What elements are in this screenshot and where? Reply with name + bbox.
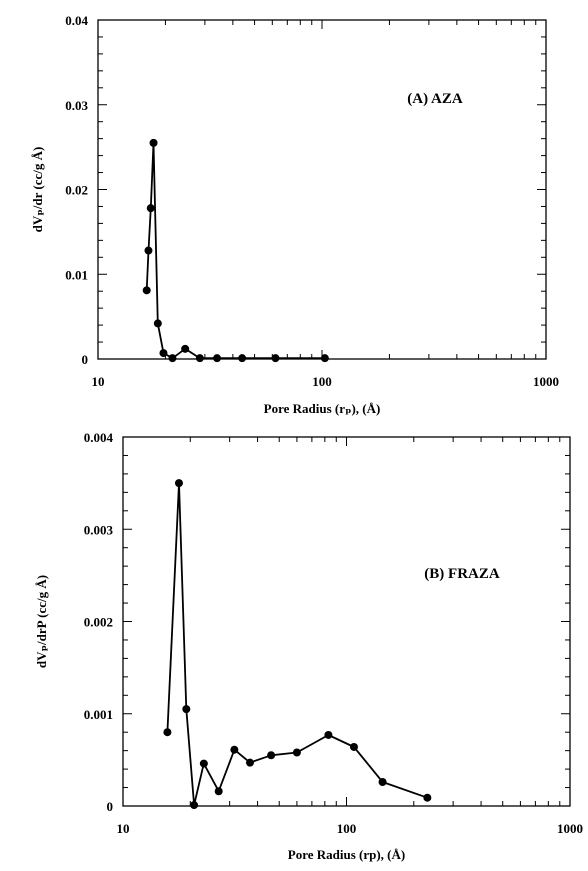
panel-a-x-tick-label: 10 [92,374,105,389]
panel-a-label: (A) AZA [407,91,463,107]
panel-b-chart: 10 100 1000 0 0.001 0.002 0.003 0.004 Pore Radiu… [34,430,583,862]
panel-a-data-point [153,319,162,328]
panel-b-x-tick-label: 10 [117,821,130,836]
panel-b-y-axis-title: dVₚ/drP (cc/g Å) [34,575,49,668]
panel-a-data-point [271,354,280,363]
panel-a-plot-frame [97,19,547,360]
panel-b-x-tick-label: 1000 [557,821,583,836]
panel-b-data-point [190,801,199,810]
panel-b-data-point [324,730,333,739]
panel-a-y-tick-label: 0.02 [65,183,88,198]
panel-a-data-point [149,138,158,147]
panel-a-x-axis-title: Pore Radius (rₚ), (Å) [264,401,381,416]
panel-a-y-tick-label: 0.03 [65,98,88,113]
panel-b-series-line [166,482,428,806]
panel-b-data-point [230,745,239,754]
panel-a-y-axis-title: dVₚ/dr (cc/g Å) [30,147,45,233]
panel-a-data-point [168,354,177,363]
panel-b-x-tick-label: 100 [337,821,357,836]
panel-b-data-point [199,759,208,768]
panel-b-y-tick-label: 0.001 [84,707,113,722]
panel-a-data-point [142,286,151,295]
panel-a-data-point [238,354,247,363]
panel-b-data-point [182,705,191,714]
panel-a-series-line [145,141,325,360]
panel-b-data-point [214,787,223,796]
panel-b-label: (B) FRAZA [424,566,500,582]
panel-a-x-tick-label: 1000 [533,374,559,389]
panel-b-y-tick-label: 0.002 [84,615,113,630]
panel-a-data-point [146,204,155,213]
panel-a-x-tick-label: 100 [312,374,332,389]
panel-b-x-axis-title: Pore Radius (rp), (Å) [288,847,405,862]
panel-a-data-point [213,354,222,363]
panel-b-data-point [267,751,276,760]
panel-a-y-tick-label: 0.04 [65,13,88,28]
panel-a-data-point [181,344,190,353]
panel-a-chart: 10 100 1000 0 0.01 0.02 0.03 0.04 Pore Radius (r… [30,13,559,416]
panel-b-y-tick-label: 0.003 [84,522,114,537]
panel-b-y-tick-label: 0.004 [84,430,114,445]
panel-b-data-point [292,748,301,757]
panel-b-data-point [349,742,358,751]
panel-b-data-point [245,758,254,767]
panel-a-y-tick-label: 0.01 [65,267,88,282]
panel-a-y-tick-label: 0 [82,352,89,367]
panel-a-data-point [320,354,329,363]
panel-a-data-point [195,354,204,363]
panel-b-data-point [423,793,432,802]
panel-b-data-point [378,778,387,787]
panel-b-y-tick-label: 0 [107,799,114,814]
panel-b-data-point [163,728,172,737]
panel-a-data-point [159,349,168,358]
panel-a-data-point [144,246,153,255]
panel-b-data-point [174,479,183,488]
